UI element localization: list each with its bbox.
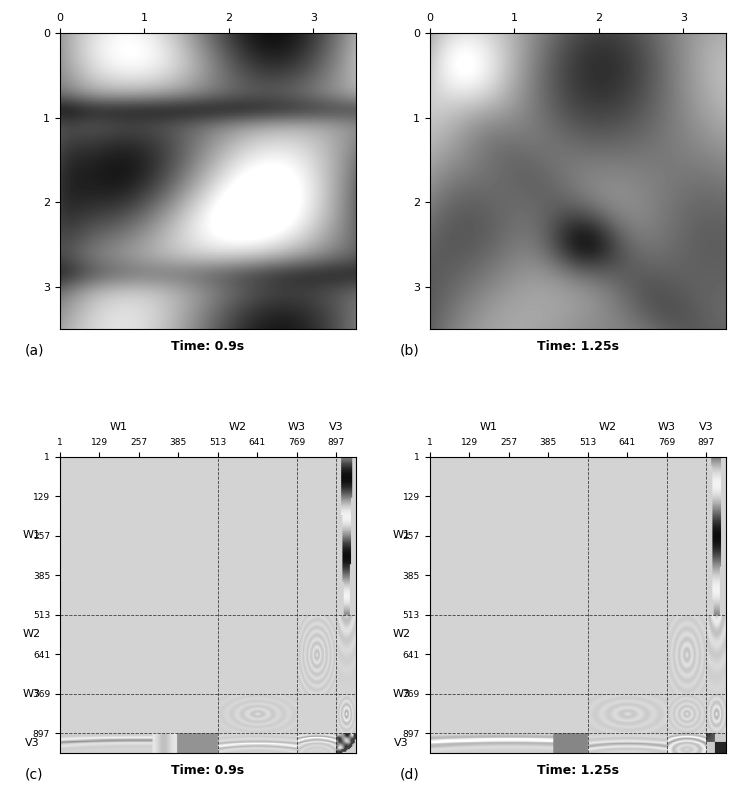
Text: W3: W3 [657, 422, 675, 432]
Text: W3: W3 [22, 688, 40, 698]
Text: W3: W3 [288, 422, 306, 432]
Text: (c): (c) [25, 767, 43, 782]
Text: W1: W1 [480, 422, 498, 432]
X-axis label: Time: 1.25s: Time: 1.25s [536, 764, 619, 777]
Text: (d): (d) [400, 767, 420, 782]
Text: W1: W1 [393, 531, 411, 540]
Text: W2: W2 [228, 422, 247, 432]
Text: W1: W1 [110, 422, 128, 432]
Text: W1: W1 [22, 531, 40, 540]
X-axis label: Time: 1.25s: Time: 1.25s [536, 340, 619, 353]
Text: W3: W3 [393, 688, 411, 698]
Text: V3: V3 [394, 738, 409, 748]
Text: (b): (b) [400, 344, 420, 358]
Text: W2: W2 [22, 629, 41, 639]
Text: V3: V3 [329, 422, 343, 432]
Text: W2: W2 [393, 629, 411, 639]
Text: W2: W2 [598, 422, 616, 432]
Text: V3: V3 [699, 422, 714, 432]
Text: (a): (a) [25, 344, 44, 358]
X-axis label: Time: 0.9s: Time: 0.9s [171, 764, 245, 777]
Text: V3: V3 [25, 738, 39, 748]
X-axis label: Time: 0.9s: Time: 0.9s [171, 340, 245, 353]
